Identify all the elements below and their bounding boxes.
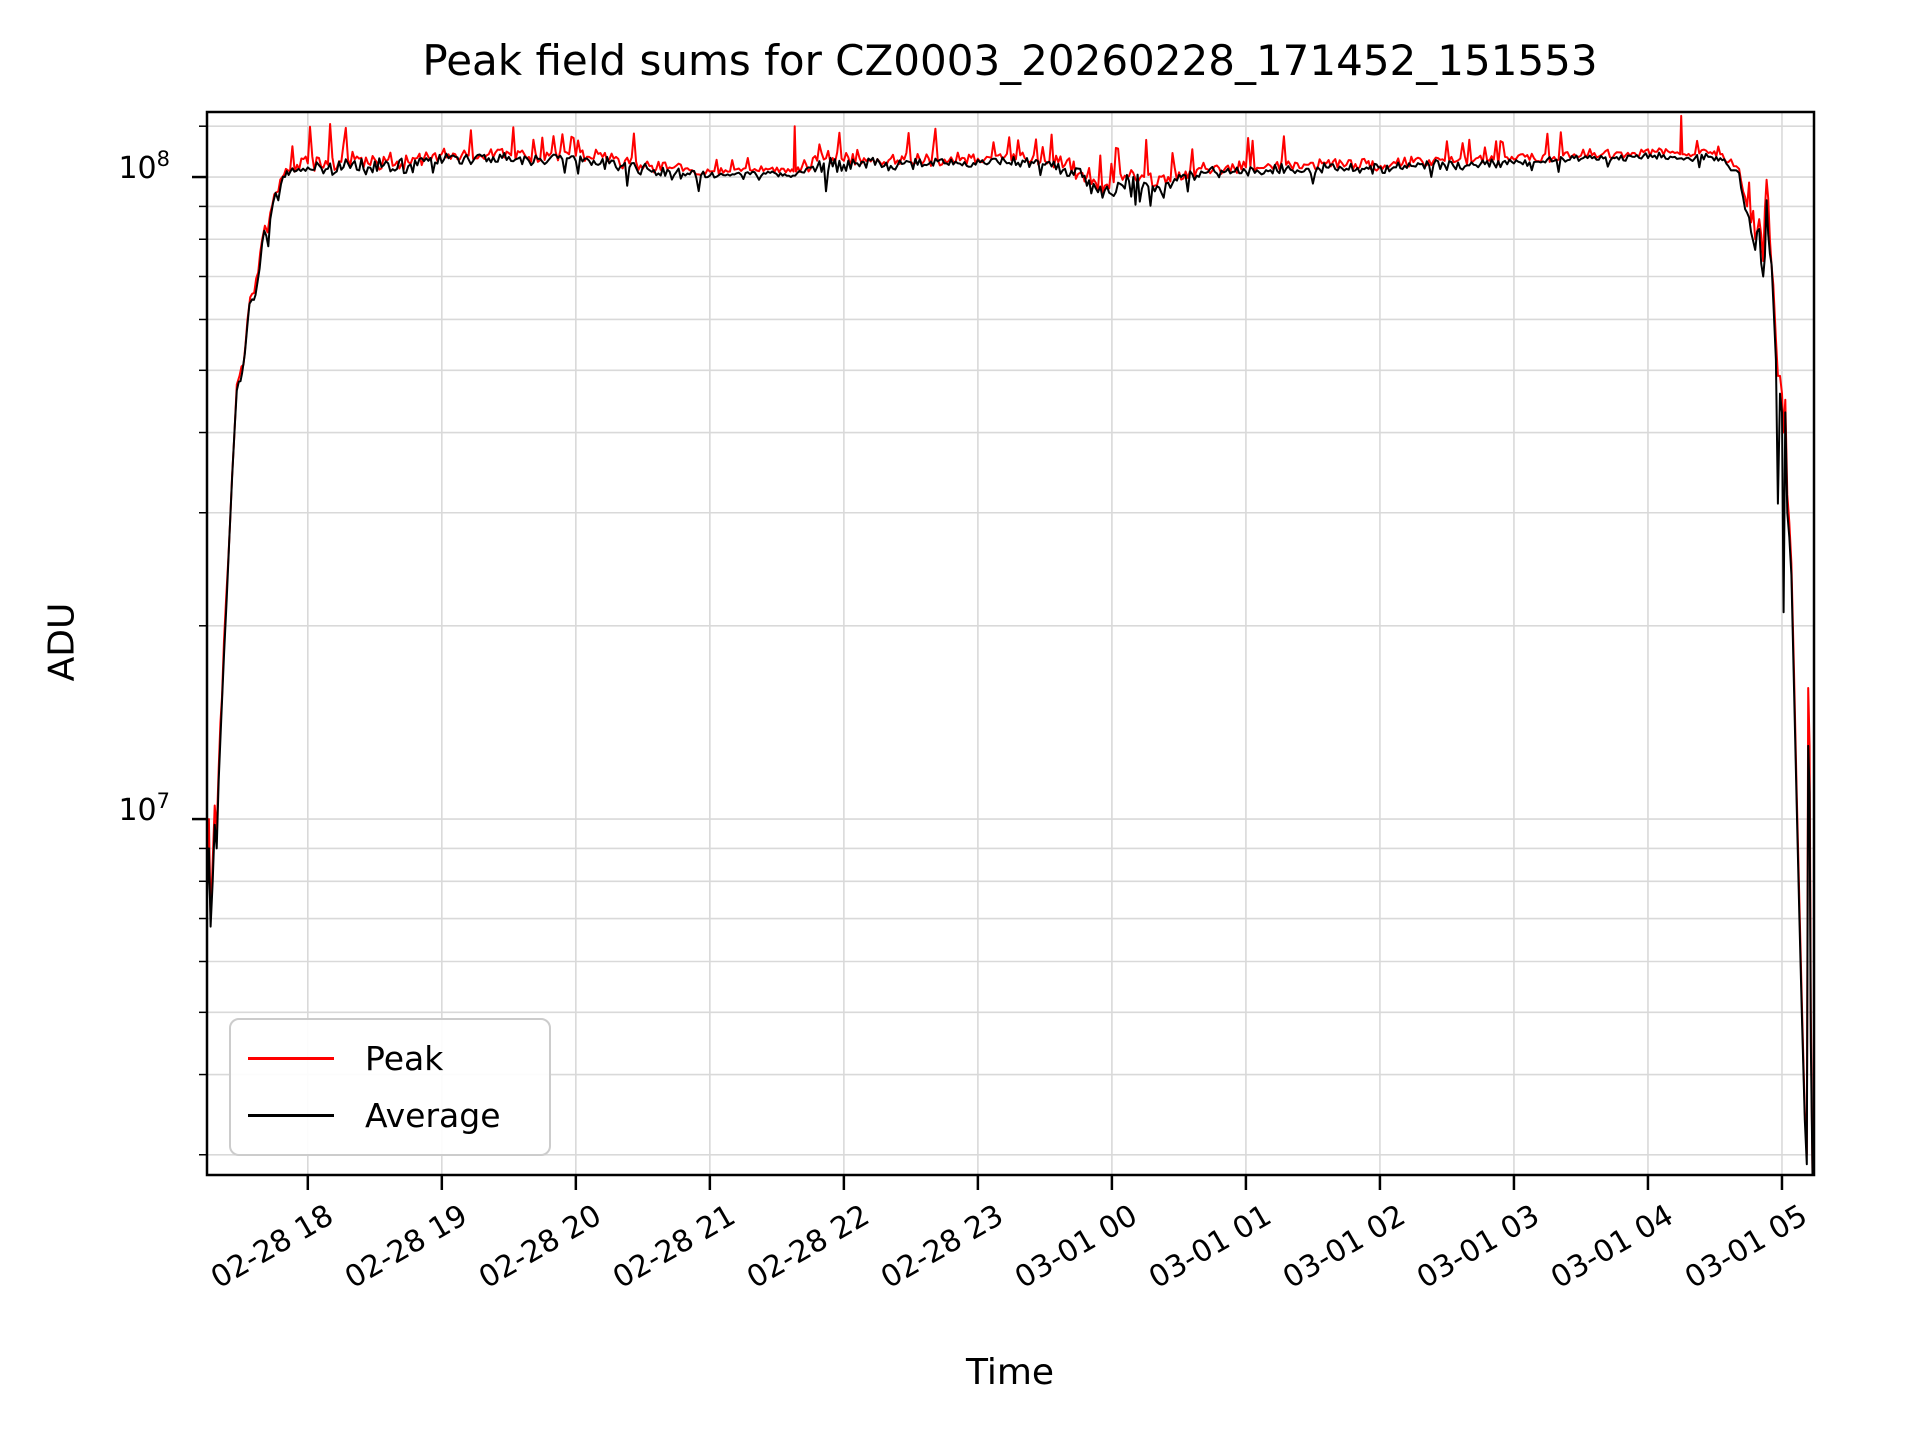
x-axis-label: Time (965, 1352, 1055, 1393)
gridlines (207, 112, 1814, 1175)
page-title: Peak field sums for CZ0003_20260228_1714… (422, 36, 1598, 85)
y-tick-label: 107 (118, 789, 170, 829)
y-tick-label: 108 (118, 147, 170, 187)
y-axis-label: ADU (41, 602, 83, 682)
legend-label-average: Average (365, 1096, 501, 1136)
plot-border (205, 110, 1816, 1177)
peak-line (207, 114, 1814, 1175)
average-line-sample (248, 1114, 334, 1118)
average-line (207, 151, 1814, 1175)
axis-ticks (192, 125, 1784, 1190)
legend-label-peak: Peak (365, 1038, 444, 1078)
legend-item-average: Average (231, 1096, 549, 1135)
legend-item-peak: Peak (231, 1039, 549, 1078)
series-lines (207, 114, 1814, 1175)
peak-line-sample (248, 1056, 334, 1060)
legend: Peak Average (229, 1018, 551, 1156)
